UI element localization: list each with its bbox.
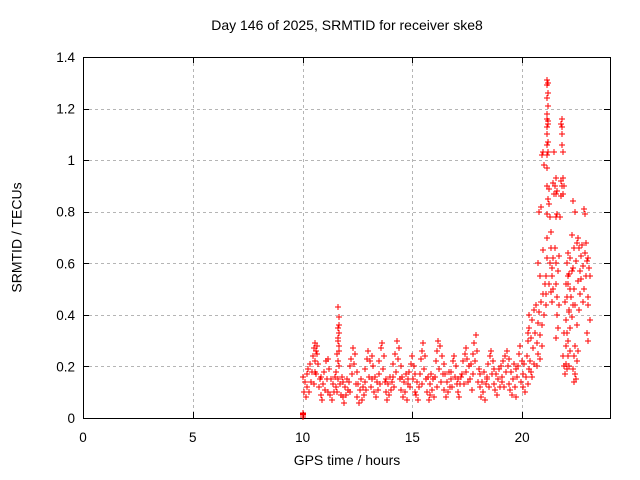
- x-tick-label: 10: [295, 430, 310, 445]
- scatter-points: [300, 77, 593, 420]
- y-tick-label: 1.2: [56, 102, 75, 117]
- y-tick-label: 1.4: [56, 50, 75, 65]
- x-tick-label: 15: [405, 430, 420, 445]
- plot-border: [83, 57, 611, 419]
- y-tick-label: 0.8: [56, 205, 75, 220]
- y-tick-label: 0: [67, 411, 75, 426]
- x-tick-label: 20: [515, 430, 530, 445]
- y-tick-label: 0.4: [56, 308, 75, 323]
- x-tick-label: 0: [79, 430, 87, 445]
- chart-title: Day 146 of 2025, SRMTID for receiver ske…: [211, 17, 483, 33]
- x-tick-label: 5: [189, 430, 197, 445]
- y-tick-label: 0.2: [56, 359, 75, 374]
- y-tick-label: 1: [67, 153, 75, 168]
- y-tick-label: 0.6: [56, 256, 75, 271]
- x-axis-label: GPS time / hours: [293, 452, 401, 468]
